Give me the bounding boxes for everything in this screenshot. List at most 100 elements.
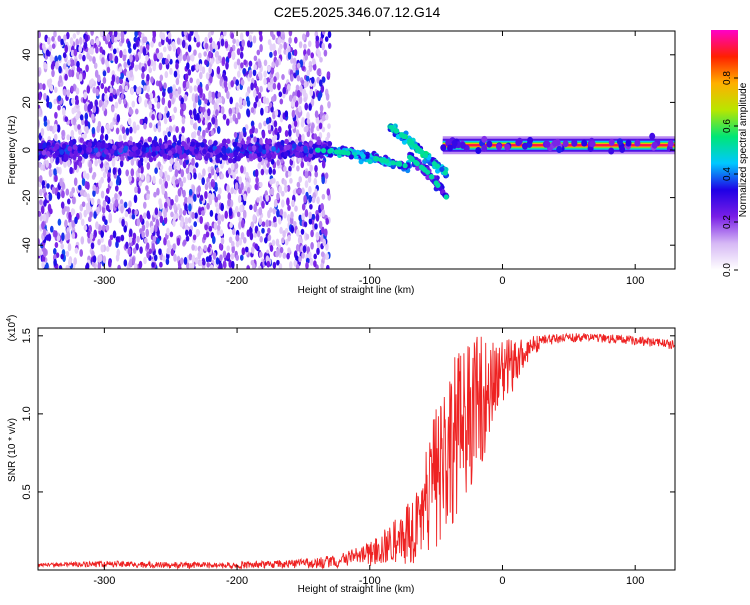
track-core xyxy=(422,153,429,159)
noise-speck xyxy=(175,126,179,133)
noise-speck xyxy=(90,78,95,85)
noise-speck xyxy=(286,83,291,92)
noise-speck xyxy=(158,62,163,71)
noise-speck xyxy=(38,92,42,101)
noise-speck xyxy=(279,246,284,254)
noise-speck xyxy=(115,47,120,54)
noise-speck xyxy=(121,218,125,227)
noise-speck xyxy=(172,243,176,251)
noise-speck xyxy=(132,232,137,241)
track-core xyxy=(384,158,390,164)
noise-speck xyxy=(138,180,142,187)
noise-speck xyxy=(128,200,132,208)
noise-speck xyxy=(95,186,100,195)
noise-speck xyxy=(214,212,219,221)
noise-speck xyxy=(253,203,257,213)
noise-speck xyxy=(240,182,244,191)
carrier-halo xyxy=(634,139,641,147)
noise-speck xyxy=(271,61,276,68)
track-core xyxy=(442,170,448,176)
noise-speck xyxy=(117,167,122,176)
noise-speck xyxy=(163,117,168,125)
noise-speck xyxy=(114,101,119,109)
noise-speck xyxy=(106,33,111,42)
noise-speck xyxy=(96,206,100,215)
noise-speck xyxy=(302,245,307,253)
noise-speck xyxy=(83,91,87,100)
noise-speck xyxy=(58,265,63,269)
noise-speck xyxy=(67,243,72,252)
noise-speck xyxy=(215,50,220,58)
noise-speck xyxy=(154,207,159,216)
noise-speck xyxy=(142,36,146,44)
line-speck xyxy=(202,148,207,155)
noise-speck xyxy=(281,34,286,41)
noise-speck xyxy=(95,221,99,230)
noise-speck xyxy=(173,106,177,114)
noise-speck xyxy=(294,100,299,108)
noise-speck xyxy=(231,240,235,247)
noise-speck xyxy=(45,262,49,269)
noise-speck xyxy=(206,262,210,268)
noise-speck xyxy=(48,101,53,110)
noise-speck xyxy=(83,224,88,231)
noise-speck xyxy=(55,61,59,70)
noise-speck xyxy=(224,210,228,219)
noise-speck xyxy=(134,31,138,38)
noise-speck xyxy=(249,232,254,241)
line-speck xyxy=(226,138,231,145)
noise-speck xyxy=(231,245,235,254)
noise-speck xyxy=(145,220,150,229)
noise-speck xyxy=(158,210,162,218)
line-speck xyxy=(63,154,69,160)
noise-speck xyxy=(82,170,87,179)
line-speck xyxy=(82,144,87,150)
line-speck xyxy=(242,143,248,150)
noise-speck xyxy=(269,43,274,52)
noise-speck xyxy=(148,103,153,110)
noise-speck xyxy=(202,259,206,266)
noise-speck xyxy=(160,184,165,190)
noise-speck xyxy=(57,95,62,102)
noise-speck xyxy=(161,57,166,65)
colorbar: 0.0 0.2 0.4 0.6 0.8 Normalized spectral ampl… xyxy=(711,30,749,277)
noise-speck xyxy=(209,264,214,269)
noise-speck xyxy=(301,187,305,195)
noise-speck xyxy=(128,47,132,54)
noise-speck xyxy=(283,179,287,186)
noise-speck xyxy=(164,71,169,79)
noise-speck xyxy=(60,38,64,46)
noise-speck xyxy=(208,50,212,59)
noise-speck xyxy=(269,178,273,185)
noise-speck xyxy=(89,232,94,240)
noise-speck xyxy=(188,263,193,269)
noise-speck xyxy=(50,225,54,233)
line-speck xyxy=(182,153,187,159)
line-speck xyxy=(303,147,309,154)
track-core xyxy=(402,163,408,169)
noise-speck xyxy=(99,46,103,53)
noise-speck xyxy=(177,86,182,95)
noise-speck xyxy=(146,162,151,170)
noise-speck xyxy=(151,262,155,268)
noise-speck xyxy=(283,41,288,50)
noise-speck xyxy=(188,188,193,196)
noise-speck xyxy=(240,232,245,240)
noise-speck xyxy=(43,247,47,257)
noise-speck xyxy=(129,54,133,63)
carrier-halo xyxy=(619,145,626,153)
noise-speck xyxy=(185,235,190,242)
noise-speck xyxy=(260,107,264,116)
snr-xtick-label: -200 xyxy=(226,575,248,587)
noise-speck xyxy=(253,89,257,98)
noise-speck xyxy=(53,133,58,142)
noise-speck xyxy=(126,70,130,78)
noise-speck xyxy=(215,109,219,116)
line-speck xyxy=(103,143,109,149)
noise-speck xyxy=(43,120,48,127)
noise-speck xyxy=(258,265,262,269)
noise-speck xyxy=(144,237,148,244)
noise-speck xyxy=(290,57,294,64)
noise-speck xyxy=(174,178,179,185)
noise-speck xyxy=(321,209,326,218)
